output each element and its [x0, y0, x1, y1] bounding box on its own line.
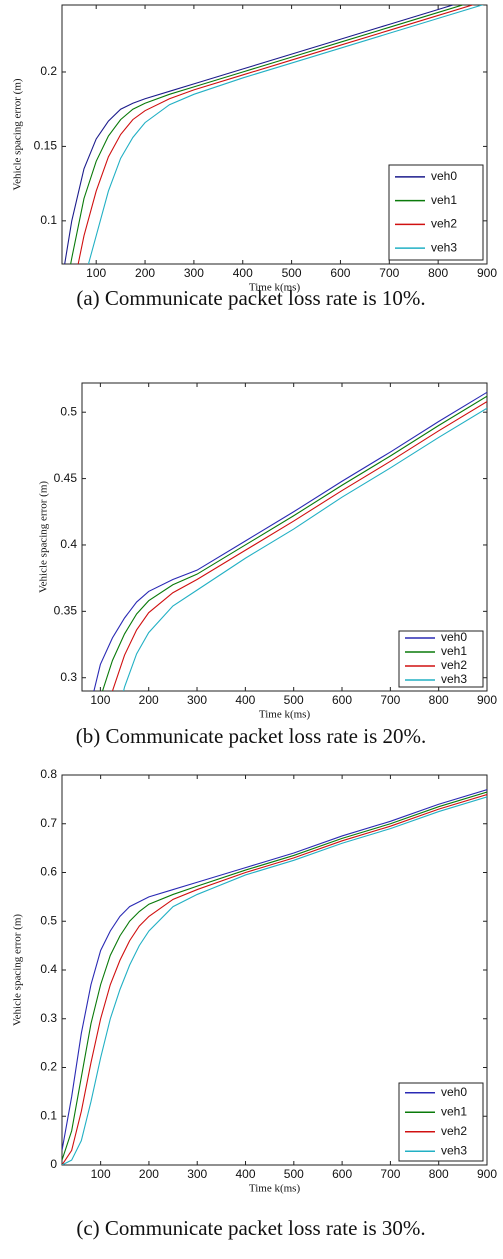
series-line: [70, 5, 465, 264]
x-tick-label: 300: [184, 266, 204, 280]
x-tick-label: 700: [379, 266, 399, 280]
y-tick-label: 0.45: [54, 471, 78, 485]
series-line: [77, 5, 475, 264]
y-tick-label: 0.4: [40, 962, 57, 976]
x-tick-label: 500: [284, 693, 304, 707]
x-tick-label: 900: [477, 266, 497, 280]
x-tick-label: 100: [86, 266, 106, 280]
series-line: [62, 793, 487, 1165]
legend-label: veh1: [441, 644, 467, 658]
x-tick-label: 800: [429, 693, 449, 707]
y-tick-label: 0.3: [40, 1011, 57, 1025]
x-axis-label: Time k(ms): [249, 1183, 301, 1195]
y-tick-label: 0.7: [40, 816, 57, 830]
y-tick-label: 0.2: [40, 64, 57, 78]
legend-label: veh1: [431, 193, 457, 207]
series-line: [62, 796, 487, 1165]
y-tick-label: 0.5: [60, 404, 77, 418]
x-tick-label: 700: [380, 1167, 400, 1181]
x-tick-label: 900: [477, 1167, 497, 1181]
legend-box: [398, 630, 484, 688]
legend-label: veh2: [431, 217, 457, 231]
x-tick-label: 600: [330, 266, 350, 280]
y-tick-label: 0.1: [40, 1108, 57, 1122]
legend-box: [398, 1082, 484, 1162]
x-tick-label: 600: [332, 1167, 352, 1181]
x-tick-label: 200: [135, 266, 155, 280]
y-tick-label: 0.5: [40, 913, 57, 927]
legend-label: veh2: [441, 658, 467, 672]
series-line: [62, 791, 487, 1161]
legend-label: veh2: [441, 1124, 467, 1138]
x-tick-label: 100: [91, 1167, 111, 1181]
x-tick-label: 500: [284, 1167, 304, 1181]
y-axis-label: Vehicle spacing error (m): [12, 914, 24, 1026]
y-tick-label: 0.2: [40, 1060, 57, 1074]
x-tick-label: 800: [429, 1167, 449, 1181]
series-line: [93, 391, 487, 691]
y-axis-label: Vehicle spacing error (m): [12, 78, 24, 190]
y-tick-label: 0: [50, 1157, 57, 1171]
y-tick-label: 0.4: [60, 537, 77, 551]
chart: 100 200 300 400 500 600 700 800 900 0 0.1 0.2 0.3 0.4…: [12, 767, 498, 1240]
x-axis-label: Time k(ms): [249, 282, 301, 294]
y-tick-label: 0.3: [60, 670, 77, 684]
caption: (a) Communicate packet loss rate is 10%.: [76, 286, 425, 310]
x-tick-label: 600: [332, 693, 352, 707]
legend-label: veh3: [441, 672, 467, 686]
legend-label: veh0: [441, 630, 467, 644]
chart: 100 200 300 400 500 600 700 800 900 0.1 0.15 0.2 Tim…: [12, 4, 497, 310]
x-tick-label: 900: [477, 693, 497, 707]
y-axis-label: Vehicle spacing error (m): [38, 481, 50, 593]
x-tick-label: 200: [139, 1167, 159, 1181]
series-line: [62, 789, 487, 1151]
y-tick-label: 0.8: [40, 767, 57, 781]
x-tick-label: 700: [380, 693, 400, 707]
y-tick-label: 0.15: [34, 139, 58, 153]
x-tick-label: 400: [235, 693, 255, 707]
x-tick-label: 200: [139, 693, 159, 707]
series-line: [123, 407, 487, 691]
x-tick-label: 100: [90, 693, 110, 707]
series-line: [101, 395, 487, 691]
legend-box: [388, 164, 484, 261]
chart: 100 200 300 400 500 600 700 800 900 0.3 0.35 0.4 0.4…: [38, 382, 497, 748]
x-tick-label: 400: [233, 266, 253, 280]
legend-label: veh3: [431, 240, 457, 254]
x-tick-label: 800: [428, 266, 448, 280]
x-tick-label: 300: [187, 1167, 207, 1181]
caption: (c) Communicate packet loss rate is 30%.: [76, 1216, 425, 1240]
x-axis-label: Time k(ms): [259, 709, 311, 721]
series-line: [64, 5, 455, 264]
x-tick-label: 500: [282, 266, 302, 280]
y-tick-label: 0.6: [40, 865, 57, 879]
x-tick-label: 300: [187, 693, 207, 707]
series-line: [111, 401, 487, 691]
y-tick-label: 0.1: [40, 213, 57, 227]
legend-label: veh0: [441, 1085, 467, 1099]
series-line: [87, 5, 485, 264]
x-tick-label: 400: [236, 1167, 256, 1181]
legend-label: veh1: [441, 1104, 467, 1118]
legend-label: veh0: [431, 169, 457, 183]
legend-label: veh3: [441, 1143, 467, 1157]
caption: (b) Communicate packet loss rate is 20%.: [76, 724, 427, 748]
y-tick-label: 0.35: [54, 604, 78, 618]
